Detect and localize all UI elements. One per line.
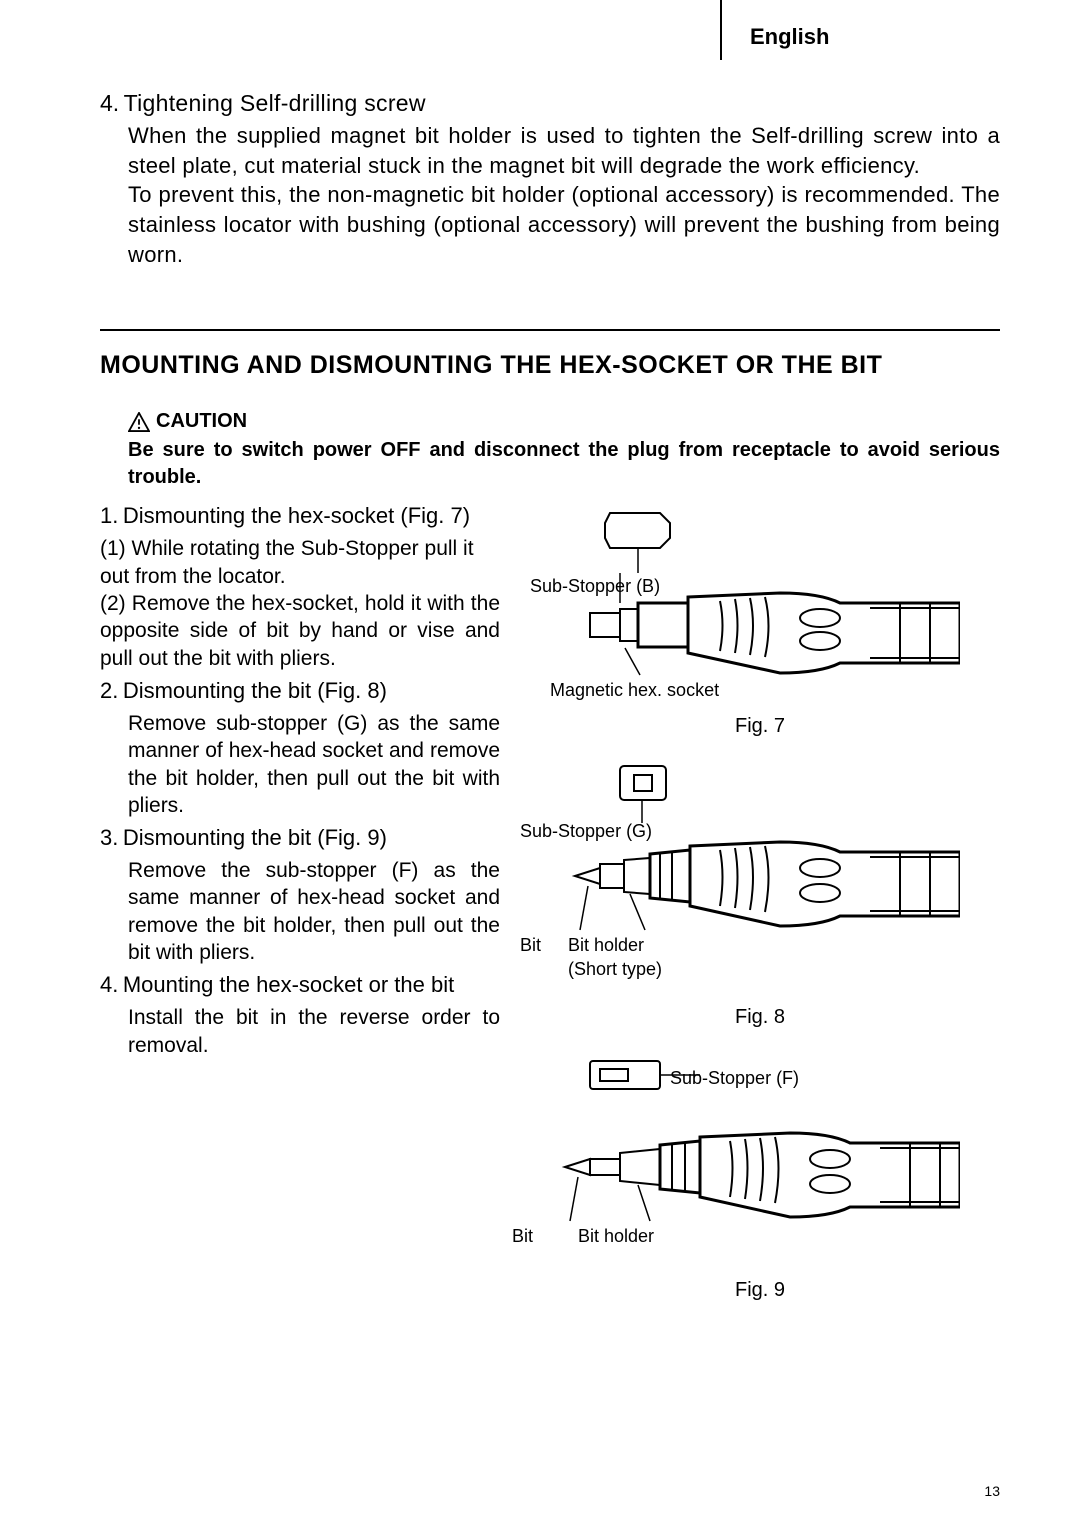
fig-caption: Fig. 9 bbox=[520, 1279, 1000, 1302]
item-body: Remove the sub-stopper (F) as the same m… bbox=[128, 857, 500, 966]
caution-label: CAUTION bbox=[156, 410, 247, 433]
fig-label: Bit holder (Short type) bbox=[568, 934, 662, 981]
figure-column: Sub-Stopper (B) Magnetic hex. socket Fig… bbox=[520, 503, 1000, 1322]
item-number: 4. bbox=[100, 972, 118, 997]
sub-text: While rotating the Sub-Stopper pull it o… bbox=[100, 537, 474, 587]
sub-paren: (1) bbox=[100, 537, 126, 560]
fig-caption: Fig. 7 bbox=[520, 715, 1000, 738]
figure-7: Sub-Stopper (B) Magnetic hex. socket Fig… bbox=[520, 503, 1000, 738]
page-number: 13 bbox=[984, 1483, 1000, 1499]
fig-caption: Fig. 8 bbox=[520, 1006, 1000, 1029]
fig-label: Bit bbox=[520, 934, 541, 957]
list-item: 2. Dismounting the bit (Fig. 8) bbox=[100, 678, 500, 704]
item-body: When the supplied magnet bit holder is u… bbox=[128, 121, 1000, 269]
item-title: Mounting the hex-socket or the bit bbox=[123, 972, 454, 997]
main-content: 4. Tightening Self-drilling screw When t… bbox=[100, 90, 1000, 1322]
item-number: 2. bbox=[100, 678, 118, 703]
section-divider bbox=[100, 329, 1000, 331]
fig-label: Bit holder bbox=[578, 1225, 654, 1248]
language-label: English bbox=[750, 24, 829, 50]
top-section-item: 4. Tightening Self-drilling screw When t… bbox=[100, 90, 1000, 269]
section-heading: MOUNTING AND DISMOUNTING THE HEX-SOCKET … bbox=[100, 351, 1000, 380]
list-item: 4. Mounting the hex-socket or the bit bbox=[100, 972, 500, 998]
fig-label: Sub-Stopper (G) bbox=[520, 820, 652, 843]
warning-icon bbox=[128, 412, 150, 432]
header-divider bbox=[720, 0, 722, 60]
item-number: 4. bbox=[100, 90, 119, 116]
item-body: Remove sub-stopper (G) as the same manne… bbox=[128, 710, 500, 819]
sub-text: Remove the hex-socket, hold it with the … bbox=[100, 592, 500, 670]
fig-label: Magnetic hex. socket bbox=[550, 679, 719, 702]
figure-9: Sub-Stopper (F) Bit Bit holder Fig. 9 bbox=[520, 1049, 1000, 1302]
item-body: Install the bit in the reverse order to … bbox=[128, 1004, 500, 1059]
fig-label: Sub-Stopper (F) bbox=[670, 1067, 799, 1090]
tool-diagram-icon bbox=[560, 758, 960, 958]
caution-row: CAUTION bbox=[128, 410, 1000, 433]
two-column-layout: 1. Dismounting the hex-socket (Fig. 7) (… bbox=[100, 503, 1000, 1322]
item-title: Tightening Self-drilling screw bbox=[124, 90, 426, 116]
item-number: 3. bbox=[100, 825, 118, 850]
fig-label: Sub-Stopper (B) bbox=[530, 575, 660, 598]
sub-item: (1) While rotating the Sub-Stopper pull … bbox=[100, 535, 500, 590]
sub-item: (2) Remove the hex-socket, hold it with … bbox=[100, 590, 500, 672]
list-item: 1. Dismounting the hex-socket (Fig. 7) bbox=[100, 503, 500, 529]
item-number: 1. bbox=[100, 503, 118, 528]
item-title: Dismounting the hex-socket (Fig. 7) bbox=[123, 503, 470, 528]
figure-8: Sub-Stopper (G) Bit Bit holder (Short ty… bbox=[520, 758, 1000, 1029]
sub-paren: (2) bbox=[100, 592, 126, 615]
text-column: 1. Dismounting the hex-socket (Fig. 7) (… bbox=[100, 503, 500, 1322]
fig-label: Bit bbox=[512, 1225, 533, 1248]
list-item: 3. Dismounting the bit (Fig. 9) bbox=[100, 825, 500, 851]
item-title: Dismounting the bit (Fig. 9) bbox=[123, 825, 387, 850]
caution-body: Be sure to switch power OFF and disconne… bbox=[128, 437, 1000, 491]
item-title: Dismounting the bit (Fig. 8) bbox=[123, 678, 387, 703]
